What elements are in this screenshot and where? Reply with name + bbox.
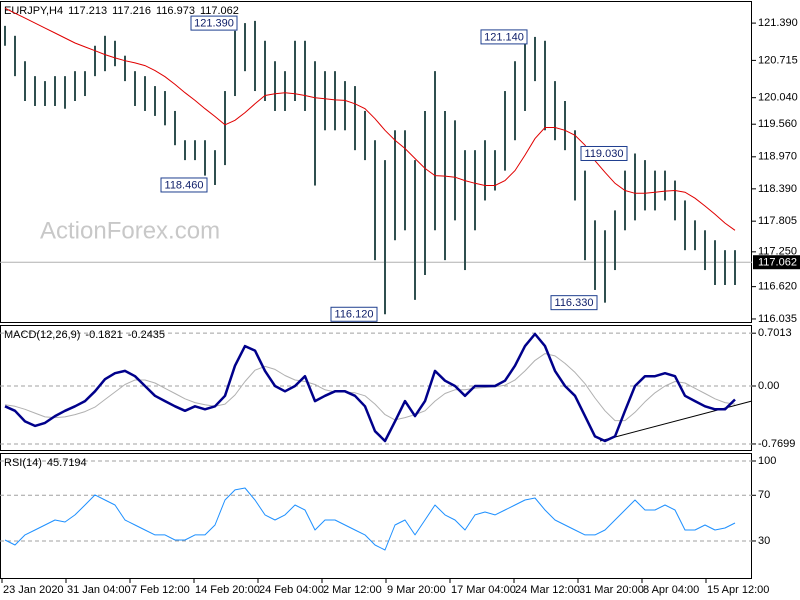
annotation-label: 121.140 [484, 31, 524, 43]
y-tick-label: 120.715 [758, 54, 798, 66]
y-tick-label: 30 [758, 535, 770, 547]
header-value: 45.7194 [47, 457, 87, 469]
x-tick-label: 23 Jan 2020 [3, 584, 64, 596]
y-tick-label: 0.00 [758, 380, 779, 392]
last-price-label: 117.062 [758, 257, 797, 269]
x-tick-label: 31 Mar 20:00 [579, 584, 644, 596]
y-tick-label: -0.7699 [758, 438, 795, 450]
header-value: 117.062 [200, 5, 239, 17]
y-tick-label: 120.040 [758, 92, 798, 104]
panel-title: RSI(14) 45.7194 [4, 457, 87, 469]
x-tick-label: 15 Apr 12:00 [707, 584, 769, 596]
annotation-box [580, 145, 628, 161]
x-tick-label: 9 Mar 20:00 [387, 584, 446, 596]
annotation-label: 116.120 [335, 309, 374, 321]
annotation-box [160, 177, 208, 193]
annotation-label: 119.030 [585, 148, 624, 160]
x-tick-label: 17 Mar 04:00 [451, 584, 516, 596]
x-tick-label: 24 Mar 12:00 [515, 584, 580, 596]
header-value: 117.213 [68, 5, 107, 17]
indicator-name: RSI(14) [4, 457, 42, 469]
y-tick-label: 118.970 [758, 151, 797, 163]
indicator-name: MACD(12,26,9) [4, 329, 80, 341]
panel-frame [0, 453, 752, 579]
header-value: -0.2435 [128, 329, 165, 341]
y-tick-label: 0.7013 [758, 327, 792, 339]
header-value: 116.973 [156, 5, 195, 17]
indicator-line [4, 353, 736, 422]
annotation-label: 118.460 [165, 179, 204, 191]
x-tick-label: 2 Mar 12:00 [323, 584, 382, 596]
annotation-label: 121.390 [194, 18, 234, 30]
annotation-label: 116.330 [555, 297, 594, 309]
annotation-box [550, 295, 598, 311]
x-tick-label: 14 Feb 20:00 [195, 584, 260, 596]
indicator-line [4, 332, 736, 443]
annotation-box [190, 15, 238, 31]
last-price-box [753, 255, 800, 270]
indicator-name: EURJPY,H4 [4, 5, 63, 17]
price-annotation: 119.030 [580, 145, 628, 161]
y-tick-label: 121.390 [758, 17, 798, 29]
y-tick-label: 116.035 [758, 313, 797, 325]
panel-title: EURJPY,H4 117.213 117.216 116.973 117.062 [4, 5, 239, 17]
annotation-box [480, 29, 528, 45]
annotation-box [330, 306, 378, 322]
panel-frame [0, 1, 752, 323]
price-annotation: 118.460 [160, 177, 208, 193]
y-tick-label: 118.390 [758, 183, 797, 195]
price-annotation: 116.120 [330, 306, 378, 322]
moving-average [4, 7, 736, 231]
y-tick-label: 116.620 [758, 281, 797, 293]
header-value: -0.1821 [85, 329, 122, 341]
panel-frame [0, 325, 752, 451]
watermark: ActionForex.com [40, 217, 220, 244]
price-annotation: 121.140 [480, 29, 528, 45]
y-tick-label: 100 [758, 455, 776, 467]
header-value: 117.216 [112, 5, 151, 17]
x-tick-label: 24 Feb 04:00 [259, 584, 324, 596]
x-tick-label: 31 Jan 04:00 [67, 584, 131, 596]
indicator-line [4, 487, 736, 551]
y-tick-label: 119.560 [758, 118, 797, 130]
x-tick-label: 7 Feb 12:00 [131, 584, 190, 596]
x-tick-label: 8 Apr 04:00 [643, 584, 699, 596]
y-tick-label: 117.250 [758, 246, 797, 258]
price-annotation: 121.390 [190, 15, 238, 31]
y-tick-label: 117.805 [758, 215, 797, 227]
y-tick-label: 70 [758, 489, 770, 501]
panel-title: MACD(12,26,9) -0.1821 -0.2435 [4, 329, 165, 341]
price-annotation: 116.330 [550, 295, 598, 311]
